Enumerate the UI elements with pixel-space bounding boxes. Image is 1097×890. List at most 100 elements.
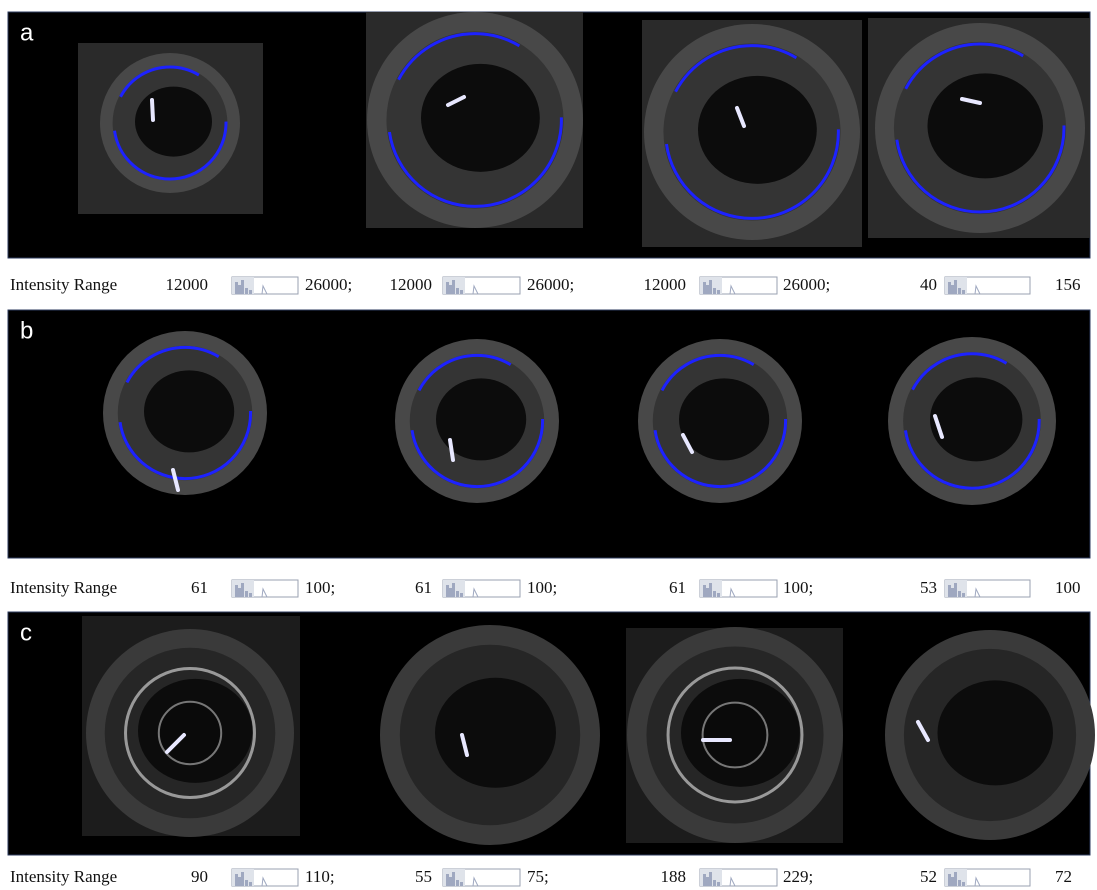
histogram-bar (249, 882, 252, 886)
histogram-widget (700, 277, 777, 294)
ct-image (885, 630, 1095, 840)
inner-hole (159, 702, 221, 764)
ct-image (103, 331, 267, 495)
range-max: 110; (305, 867, 335, 886)
histogram-bar (238, 285, 241, 294)
range-max: 100; (527, 578, 557, 597)
panel-letter: c (20, 619, 32, 646)
histogram-bar (238, 588, 241, 597)
range-min: 12000 (166, 275, 209, 294)
histogram-bar (456, 288, 459, 294)
histogram-bar (948, 585, 951, 597)
histogram-widget (945, 869, 1030, 886)
histogram-bar (446, 874, 449, 886)
range-max: 100; (783, 578, 813, 597)
histogram-bar (713, 880, 716, 886)
histogram-bar (717, 882, 720, 886)
histogram-widget (232, 869, 298, 886)
histogram-bar (709, 872, 712, 886)
cavity (698, 76, 817, 184)
histogram-bar (249, 290, 252, 294)
range-min: 12000 (390, 275, 433, 294)
range-min: 188 (661, 867, 687, 886)
histogram-widget (232, 277, 298, 294)
range-max: 156 (1055, 275, 1081, 294)
range-max: 75; (527, 867, 549, 886)
ct-image (642, 20, 862, 247)
histogram-bar (713, 288, 716, 294)
histogram-bar (703, 874, 706, 886)
histogram-bar (456, 591, 459, 597)
range-min: 61 (191, 578, 208, 597)
ct-image (868, 18, 1090, 238)
range-max: 26000; (783, 275, 830, 294)
histogram-widget (443, 277, 520, 294)
ct-image (380, 625, 600, 845)
range-label: Intensity Range (10, 867, 117, 886)
histogram-widget (700, 869, 777, 886)
histogram-bar (709, 280, 712, 294)
histogram-bar (954, 872, 957, 886)
cavity (421, 64, 540, 172)
range-label: Intensity Range (10, 275, 117, 294)
histogram-bar (241, 583, 244, 597)
histogram-bar (235, 282, 238, 294)
histogram-bar (460, 882, 463, 886)
range-min: 55 (415, 867, 432, 886)
panel-letter: a (20, 19, 34, 46)
ct-image (638, 339, 802, 503)
histogram-bar (245, 288, 248, 294)
needle (152, 100, 153, 120)
histogram-bar (951, 285, 954, 294)
histogram-bar (446, 585, 449, 597)
range-min: 12000 (644, 275, 687, 294)
ct-image (395, 339, 559, 503)
histogram-bar (245, 880, 248, 886)
histogram-bar (241, 872, 244, 886)
histogram-widget (700, 580, 777, 597)
range-min: 61 (669, 578, 686, 597)
histogram-bar (452, 583, 455, 597)
histogram-bar (238, 877, 241, 886)
cavity (930, 377, 1022, 461)
range-max: 100 (1055, 578, 1081, 597)
histogram-bar (449, 588, 452, 597)
range-max: 100; (305, 578, 335, 597)
range-min: 52 (920, 867, 937, 886)
histogram-bar (703, 282, 706, 294)
histogram-bar (958, 880, 961, 886)
ct-image (366, 12, 583, 228)
histogram-bar (713, 591, 716, 597)
range-max: 26000; (527, 275, 574, 294)
histogram-bar (717, 290, 720, 294)
histogram-bar (703, 585, 706, 597)
histogram-widget (443, 580, 520, 597)
histogram-bar (245, 591, 248, 597)
histogram-bar (948, 874, 951, 886)
histogram-bar (241, 280, 244, 294)
histogram-bar (460, 290, 463, 294)
histogram-bar (706, 877, 709, 886)
histogram-bar (717, 593, 720, 597)
ct-image (78, 43, 263, 214)
histogram-bar (235, 585, 238, 597)
panel-letter: b (20, 317, 33, 344)
figure: a Intensity Range 12000 26000; 12000 26000; 12… (0, 0, 1097, 890)
cavity (435, 678, 556, 788)
histogram-bar (460, 593, 463, 597)
range-label: Intensity Range (10, 578, 117, 597)
histogram-widget (443, 869, 520, 886)
histogram-bar (449, 877, 452, 886)
ct-image (888, 337, 1056, 505)
histogram-bar (948, 282, 951, 294)
cavity (144, 370, 234, 452)
histogram-widget (945, 580, 1030, 597)
histogram-bar (709, 583, 712, 597)
histogram-bar (954, 583, 957, 597)
ct-image (82, 616, 300, 837)
cavity (928, 73, 1044, 178)
histogram-bar (452, 280, 455, 294)
range-max: 229; (783, 867, 813, 886)
histogram-bar (706, 285, 709, 294)
range-min: 53 (920, 578, 937, 597)
